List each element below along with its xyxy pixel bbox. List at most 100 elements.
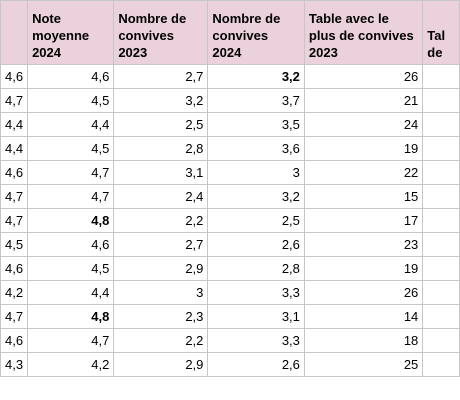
table-cell[interactable]: 2,8: [207, 256, 305, 281]
table-row: 4,4 4,5 2,8 3,6 19: [0, 136, 460, 161]
table-cell[interactable]: 4,7: [0, 88, 29, 113]
table-cell[interactable]: 2,6: [207, 352, 305, 377]
table-cell[interactable]: 26: [303, 64, 424, 89]
table-cell[interactable]: [422, 280, 460, 305]
table-cell[interactable]: 4,6: [0, 256, 29, 281]
table-row: 4,7 4,7 2,4 3,2 15: [0, 184, 460, 209]
table-cell[interactable]: 3,2: [113, 88, 209, 113]
table-cell[interactable]: [422, 112, 460, 137]
table-cell[interactable]: 17: [303, 208, 424, 233]
table-cell[interactable]: 4,2: [27, 352, 115, 377]
table-cell[interactable]: [422, 64, 460, 89]
table-cell[interactable]: 3: [207, 160, 305, 185]
table-row: 4,5 4,6 2,7 2,6 23: [0, 232, 460, 257]
table-cell[interactable]: 2,4: [113, 184, 209, 209]
table-cell[interactable]: 4,4: [27, 112, 115, 137]
table-cell[interactable]: 4,7: [0, 184, 29, 209]
table-cell[interactable]: 3,6: [207, 136, 305, 161]
table-cell[interactable]: 3,3: [207, 280, 305, 305]
table-cell[interactable]: 4,4: [0, 136, 29, 161]
header-row: Note moyenne 2024 Nombre de convives 202…: [0, 0, 460, 65]
table-cell[interactable]: 3,2: [207, 184, 305, 209]
table-cell[interactable]: 4,6: [0, 160, 29, 185]
table-cell[interactable]: 4,5: [0, 232, 29, 257]
header-cell-note-moyenne-2024[interactable]: Note moyenne 2024: [27, 0, 115, 65]
table-cell[interactable]: 4,2: [0, 280, 29, 305]
table-cell[interactable]: 2,5: [207, 208, 305, 233]
table-row: 4,7 4,5 3,2 3,7 21: [0, 88, 460, 113]
table-cell[interactable]: 22: [303, 160, 424, 185]
table-row: 4,7 4,8 2,3 3,1 14: [0, 304, 460, 329]
table-cell[interactable]: 4,6: [0, 64, 29, 89]
table-cell[interactable]: 4,5: [27, 256, 115, 281]
table-cell[interactable]: 23: [303, 232, 424, 257]
table-row: 4,4 4,4 2,5 3,5 24: [0, 112, 460, 137]
table-cell[interactable]: 25: [303, 352, 424, 377]
table-cell[interactable]: [422, 256, 460, 281]
table-cell[interactable]: [422, 136, 460, 161]
table-cell[interactable]: 4,4: [0, 112, 29, 137]
table-cell[interactable]: [422, 88, 460, 113]
table-cell[interactable]: 2,7: [113, 232, 209, 257]
table-cell[interactable]: 2,2: [113, 208, 209, 233]
header-cell-convives-2024[interactable]: Nombre de convives 2024: [207, 0, 305, 65]
table-cell[interactable]: 4,4: [27, 280, 115, 305]
table-cell[interactable]: 4,7: [0, 208, 29, 233]
table-cell[interactable]: 4,7: [27, 160, 115, 185]
table-cell[interactable]: 4,6: [0, 328, 29, 353]
table-cell[interactable]: 4,7: [27, 184, 115, 209]
table-cell[interactable]: 2,8: [113, 136, 209, 161]
table-cell[interactable]: 2,7: [113, 64, 209, 89]
table-cell[interactable]: 14: [303, 304, 424, 329]
table-cell[interactable]: [422, 304, 460, 329]
table-cell[interactable]: [422, 328, 460, 353]
data-table: Note moyenne 2024 Nombre de convives 202…: [0, 0, 460, 377]
table-cell[interactable]: 2,2: [113, 328, 209, 353]
table-cell[interactable]: 4,3: [0, 352, 29, 377]
header-cell-partial[interactable]: Tal de: [422, 0, 460, 65]
table-cell[interactable]: [422, 232, 460, 257]
table-cell[interactable]: 2,5: [113, 112, 209, 137]
table-cell[interactable]: 4,6: [27, 232, 115, 257]
table-cell[interactable]: 19: [303, 136, 424, 161]
table-cell[interactable]: 2,3: [113, 304, 209, 329]
table-cell[interactable]: 4,6: [27, 64, 115, 89]
table-cell[interactable]: [422, 208, 460, 233]
table-row: 4,7 4,8 2,2 2,5 17: [0, 208, 460, 233]
table-row: 4,6 4,5 2,9 2,8 19: [0, 256, 460, 281]
table-cell[interactable]: [422, 160, 460, 185]
table-cell[interactable]: 19: [303, 256, 424, 281]
table-cell[interactable]: 3,1: [113, 160, 209, 185]
header-cell-convives-2023[interactable]: Nombre de convives 2023: [113, 0, 209, 65]
table-cell[interactable]: 2,6: [207, 232, 305, 257]
table-row: 4,6 4,7 3,1 3 22: [0, 160, 460, 185]
table-cell[interactable]: 3,3: [207, 328, 305, 353]
header-cell-col0[interactable]: [0, 0, 29, 65]
table-cell[interactable]: 3,5: [207, 112, 305, 137]
table-cell[interactable]: [422, 184, 460, 209]
table-cell[interactable]: [422, 352, 460, 377]
table-row: 4,2 4,4 3 3,3 26: [0, 280, 460, 305]
table-cell[interactable]: 21: [303, 88, 424, 113]
table-cell[interactable]: 3: [113, 280, 209, 305]
table-cell[interactable]: 4,5: [27, 136, 115, 161]
table-row: 4,3 4,2 2,9 2,6 25: [0, 352, 460, 377]
table-cell[interactable]: 3,1: [207, 304, 305, 329]
table-cell[interactable]: 4,7: [27, 328, 115, 353]
table-cell[interactable]: 3,7: [207, 88, 305, 113]
table-cell[interactable]: 18: [303, 328, 424, 353]
header-cell-table-plus-convives-2023[interactable]: Table avec le plus de convives 2023: [303, 0, 424, 65]
table-cell[interactable]: 4,8: [27, 304, 115, 329]
table-row: 4,6 4,6 2,7 3,2 26: [0, 64, 460, 89]
table-cell[interactable]: 24: [303, 112, 424, 137]
table-row: 4,6 4,7 2,2 3,3 18: [0, 328, 460, 353]
table-cell[interactable]: 4,5: [27, 88, 115, 113]
table-cell[interactable]: 2,9: [113, 256, 209, 281]
table-cell[interactable]: 3,2: [207, 64, 305, 89]
table-cell[interactable]: 4,8: [27, 208, 115, 233]
table-cell[interactable]: 4,7: [0, 304, 29, 329]
table-cell[interactable]: 26: [303, 280, 424, 305]
table-cell[interactable]: 15: [303, 184, 424, 209]
table-cell[interactable]: 2,9: [113, 352, 209, 377]
